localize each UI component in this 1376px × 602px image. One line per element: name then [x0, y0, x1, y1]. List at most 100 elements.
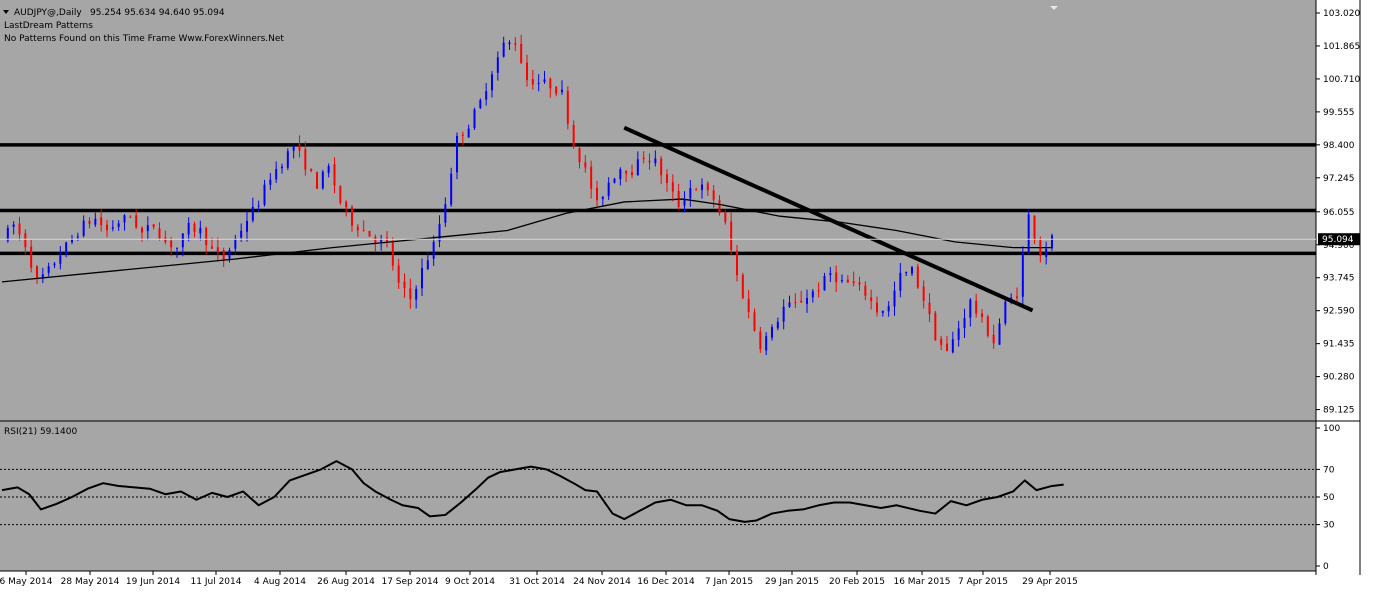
- candle: [181, 233, 184, 257]
- candle: [496, 51, 499, 81]
- candle: [782, 299, 785, 330]
- candle: [566, 86, 569, 130]
- candle: [520, 34, 523, 64]
- candle: [444, 197, 447, 227]
- candle: [846, 275, 849, 283]
- candle: [53, 262, 56, 269]
- candle: [170, 236, 173, 257]
- time-tick-label: 6 May 2014: [0, 577, 53, 587]
- candle: [911, 265, 913, 277]
- candle: [257, 200, 260, 212]
- candle: [922, 280, 925, 309]
- candle: [788, 295, 791, 308]
- outer-margin: [1360, 0, 1376, 598]
- candle: [450, 167, 453, 207]
- candle: [701, 178, 703, 199]
- candle: [706, 181, 709, 196]
- candle: [998, 318, 1001, 345]
- candle: [800, 290, 803, 303]
- candle: [741, 272, 744, 300]
- candle: [753, 308, 756, 332]
- time-tick-label: 7 Jan 2015: [705, 577, 753, 587]
- candle: [648, 153, 651, 170]
- candle: [345, 200, 348, 217]
- candle: [205, 226, 208, 255]
- candle: [362, 220, 365, 232]
- candle: [88, 217, 91, 229]
- candle: [718, 195, 721, 216]
- candle: [578, 147, 581, 169]
- candle: [135, 209, 138, 230]
- candle: [275, 161, 278, 183]
- candle: [841, 274, 843, 284]
- price-tick-label: 100.710: [1323, 75, 1360, 85]
- candle: [642, 151, 645, 164]
- candle: [269, 172, 272, 191]
- candle: [292, 144, 295, 159]
- candle: [339, 185, 342, 206]
- candle: [409, 278, 412, 309]
- candle: [1021, 246, 1024, 306]
- candle: [356, 224, 359, 237]
- time-tick-label: 17 Sep 2014: [381, 577, 438, 587]
- trendline-layer[interactable]: [623, 125, 1034, 313]
- candle: [164, 230, 167, 245]
- time-axis-ticks: 6 May 2014 28 May 2014 19 Jun 2014 11 Jul 2…: [0, 571, 1078, 587]
- candle: [263, 179, 266, 207]
- candle: [502, 36, 505, 58]
- candle: [117, 220, 120, 231]
- candle: [30, 239, 33, 273]
- candle: [975, 293, 978, 318]
- candle: [514, 37, 517, 52]
- rsi-tick-label: 70: [1323, 465, 1335, 475]
- candle: [100, 208, 103, 232]
- rsi-tick-label: 0: [1323, 562, 1329, 572]
- price-tick-label: 89.125: [1323, 406, 1355, 416]
- candle: [432, 235, 435, 266]
- candle: [776, 317, 779, 331]
- descending-trendline[interactable]: [623, 125, 1034, 313]
- price-tick-label: 94.900: [1323, 241, 1355, 251]
- candle: [298, 135, 301, 158]
- time-tick-label: 9 Oct 2014: [445, 577, 495, 587]
- candle: [397, 258, 400, 289]
- rsi-tick-label: 100: [1323, 424, 1340, 434]
- candle: [607, 177, 610, 201]
- candle: [129, 215, 132, 218]
- candle: [216, 237, 219, 261]
- candle: [986, 314, 989, 338]
- price-tick-label: 103.020: [1323, 9, 1360, 19]
- price-tick-label: 97.245: [1323, 174, 1355, 184]
- candle: [613, 177, 616, 184]
- candle: [479, 98, 482, 110]
- candle: [187, 217, 190, 242]
- candle: [537, 74, 540, 92]
- candle: [1004, 297, 1007, 326]
- candle: [1045, 241, 1048, 265]
- candle: [934, 310, 937, 341]
- chart-shift-marker-icon[interactable]: [1050, 6, 1058, 10]
- candle: [152, 224, 155, 230]
- candle: [281, 163, 283, 174]
- candle: [625, 170, 628, 182]
- candle: [561, 80, 563, 95]
- candle: [572, 120, 575, 149]
- time-tick-label: 16 Dec 2014: [637, 577, 695, 587]
- current-price-label: 95.094: [1322, 235, 1354, 245]
- candle: [531, 69, 534, 90]
- candle: [695, 187, 698, 191]
- time-tick-label: 20 Feb 2015: [829, 577, 885, 587]
- symbol-dropdown-icon[interactable]: [3, 10, 9, 14]
- candle: [759, 326, 762, 353]
- candle: [631, 164, 633, 179]
- candle: [590, 160, 593, 199]
- candle: [811, 288, 814, 303]
- candle: [596, 180, 598, 207]
- candle: [963, 308, 966, 338]
- time-tick-label: 19 Jun 2014: [126, 577, 180, 587]
- candle: [351, 205, 353, 232]
- candle: [111, 220, 114, 232]
- candle: [485, 83, 488, 106]
